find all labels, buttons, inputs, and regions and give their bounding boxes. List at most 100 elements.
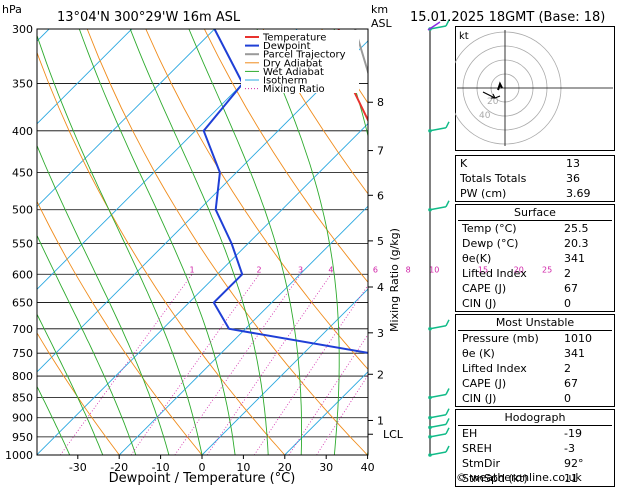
pressure-tick-label: 1000 [5,449,33,462]
mixing-ratio-line [131,274,259,455]
wind-barb [428,418,449,429]
hodograph-title: Hodograph [456,410,614,425]
footer-credit: © weatheronline.co.uk [456,471,582,484]
datetime-title: 15.01.2025 18GMT (Base: 18) [410,10,605,25]
wind-barb-staff [430,415,446,418]
most-unstable-row: Pressure (mb)1010 [458,331,612,346]
most-unstable-title: Most Unstable [456,315,614,330]
wind-barb-flag [446,418,449,424]
hodograph-frame [456,27,615,151]
wind-barb-staff [430,207,446,210]
mixing-ratio-label: 10 [429,265,439,274]
pressure-tick-label: 950 [12,431,33,444]
dry-adiabat-line [615,29,629,455]
surface-title: Surface [456,205,614,220]
wind-barb-flag [446,201,449,207]
surface-row: Dewp (°C)20.3 [458,236,612,251]
mixing-ratio-label: 2 [257,265,262,274]
wind-barb-staff [430,394,446,397]
hodograph-plot: kt 40 20 [455,26,615,151]
mixing-ratio-line [317,274,435,455]
wind-barb [428,428,449,439]
index-row-pw: PW (cm)3.69 [456,186,614,201]
surface-row: Temp (°C)25.5 [458,221,612,236]
pressure-tick-label: 750 [12,347,33,360]
wind-barb-staff [430,452,446,455]
pressure-tick-label: 450 [12,166,33,179]
wind-barb-flag [446,388,449,394]
mixing-ratio-axis-label: Mixing Ratio (g/kg) [388,228,401,332]
wind-barb-dot [428,435,432,439]
pressure-tick-label: 700 [12,323,33,336]
x-tick-label: 40 [361,461,375,474]
wind-barb-dot [428,327,432,331]
pressure-tick-label: 850 [12,391,33,404]
wind-barbs [428,20,449,457]
x-tick-label: 30 [319,461,333,474]
km-tick-label: 7 [377,145,384,158]
wind-barb [428,446,449,457]
hodograph-ring-label-40: 40 [479,111,491,121]
mixing-ratio-label: 1 [190,265,195,274]
mixing-ratio-label: 6 [373,265,378,274]
wind-barb-flag [446,122,449,128]
pressure-tick-label: 900 [12,412,33,425]
hodograph-row: SREH-3 [458,441,612,456]
isotherm-line [616,29,629,455]
mixing-ratio-label: 8 [406,265,411,274]
km-tick-label: 3 [377,327,384,340]
pressure-tick-label: 550 [12,237,33,250]
pressure-tick-label: 800 [12,370,33,383]
km-label: km [371,3,388,16]
wind-barb-dot [428,416,432,420]
most-unstable-row: CIN (J)0 [458,391,612,406]
km-tick-label: 1 [377,414,384,427]
hodograph-kt-label: kt [459,31,469,42]
wind-barb-dot [428,426,432,430]
wind-barb [428,201,449,212]
mixing-ratio-label: 3 [298,265,303,274]
most-unstable-row: CAPE (J)67 [458,376,612,391]
wind-barb-dot [428,453,432,457]
pressure-tick-label: 350 [12,78,33,91]
location-title: 13°04'N 300°29'W 16m ASL [57,10,241,25]
most-unstable-box: Most Unstable Pressure (mb)1010 θe (K)34… [455,314,615,407]
pressure-tick-label: 650 [12,297,33,310]
pressure-tick-label: 400 [12,125,33,138]
wind-barb-staff [430,424,446,427]
wet-adiabat-line [401,29,437,455]
wind-barb-staff [430,326,446,329]
legend-entry: Mixing Ratio [263,84,325,95]
most-unstable-row: θe (K)341 [458,346,612,361]
wind-barb-dot [428,129,432,133]
km-tick-label: 2 [377,368,384,381]
hpa-label: hPa [2,3,22,16]
km-tick-label: 4 [377,281,384,294]
wind-barb-dot [428,208,432,212]
wet-adiabat-line [0,29,70,455]
surface-row: CAPE (J)67 [458,281,612,296]
hodograph-row: EH-19 [458,426,612,441]
surface-row: θe(K)341 [458,251,612,266]
surface-box: Surface Temp (°C)25.5 Dewp (°C)20.3 θe(K… [455,204,615,312]
asl-label: ASL [371,17,393,30]
wind-barb [428,320,449,331]
wind-barb-dot [428,396,432,400]
wind-barb-staff [430,434,446,437]
wind-barb-staff [430,128,446,131]
wind-barb-flag [446,446,449,452]
wind-barb [428,409,449,420]
km-tick-label: 6 [377,189,384,202]
wind-barb [428,122,449,133]
wind-barb-flag [446,409,449,415]
x-tick-label: -30 [69,461,87,474]
wind-barb [428,388,449,399]
wind-barb-flag [446,428,449,434]
km-tick-label: 5 [377,235,384,248]
